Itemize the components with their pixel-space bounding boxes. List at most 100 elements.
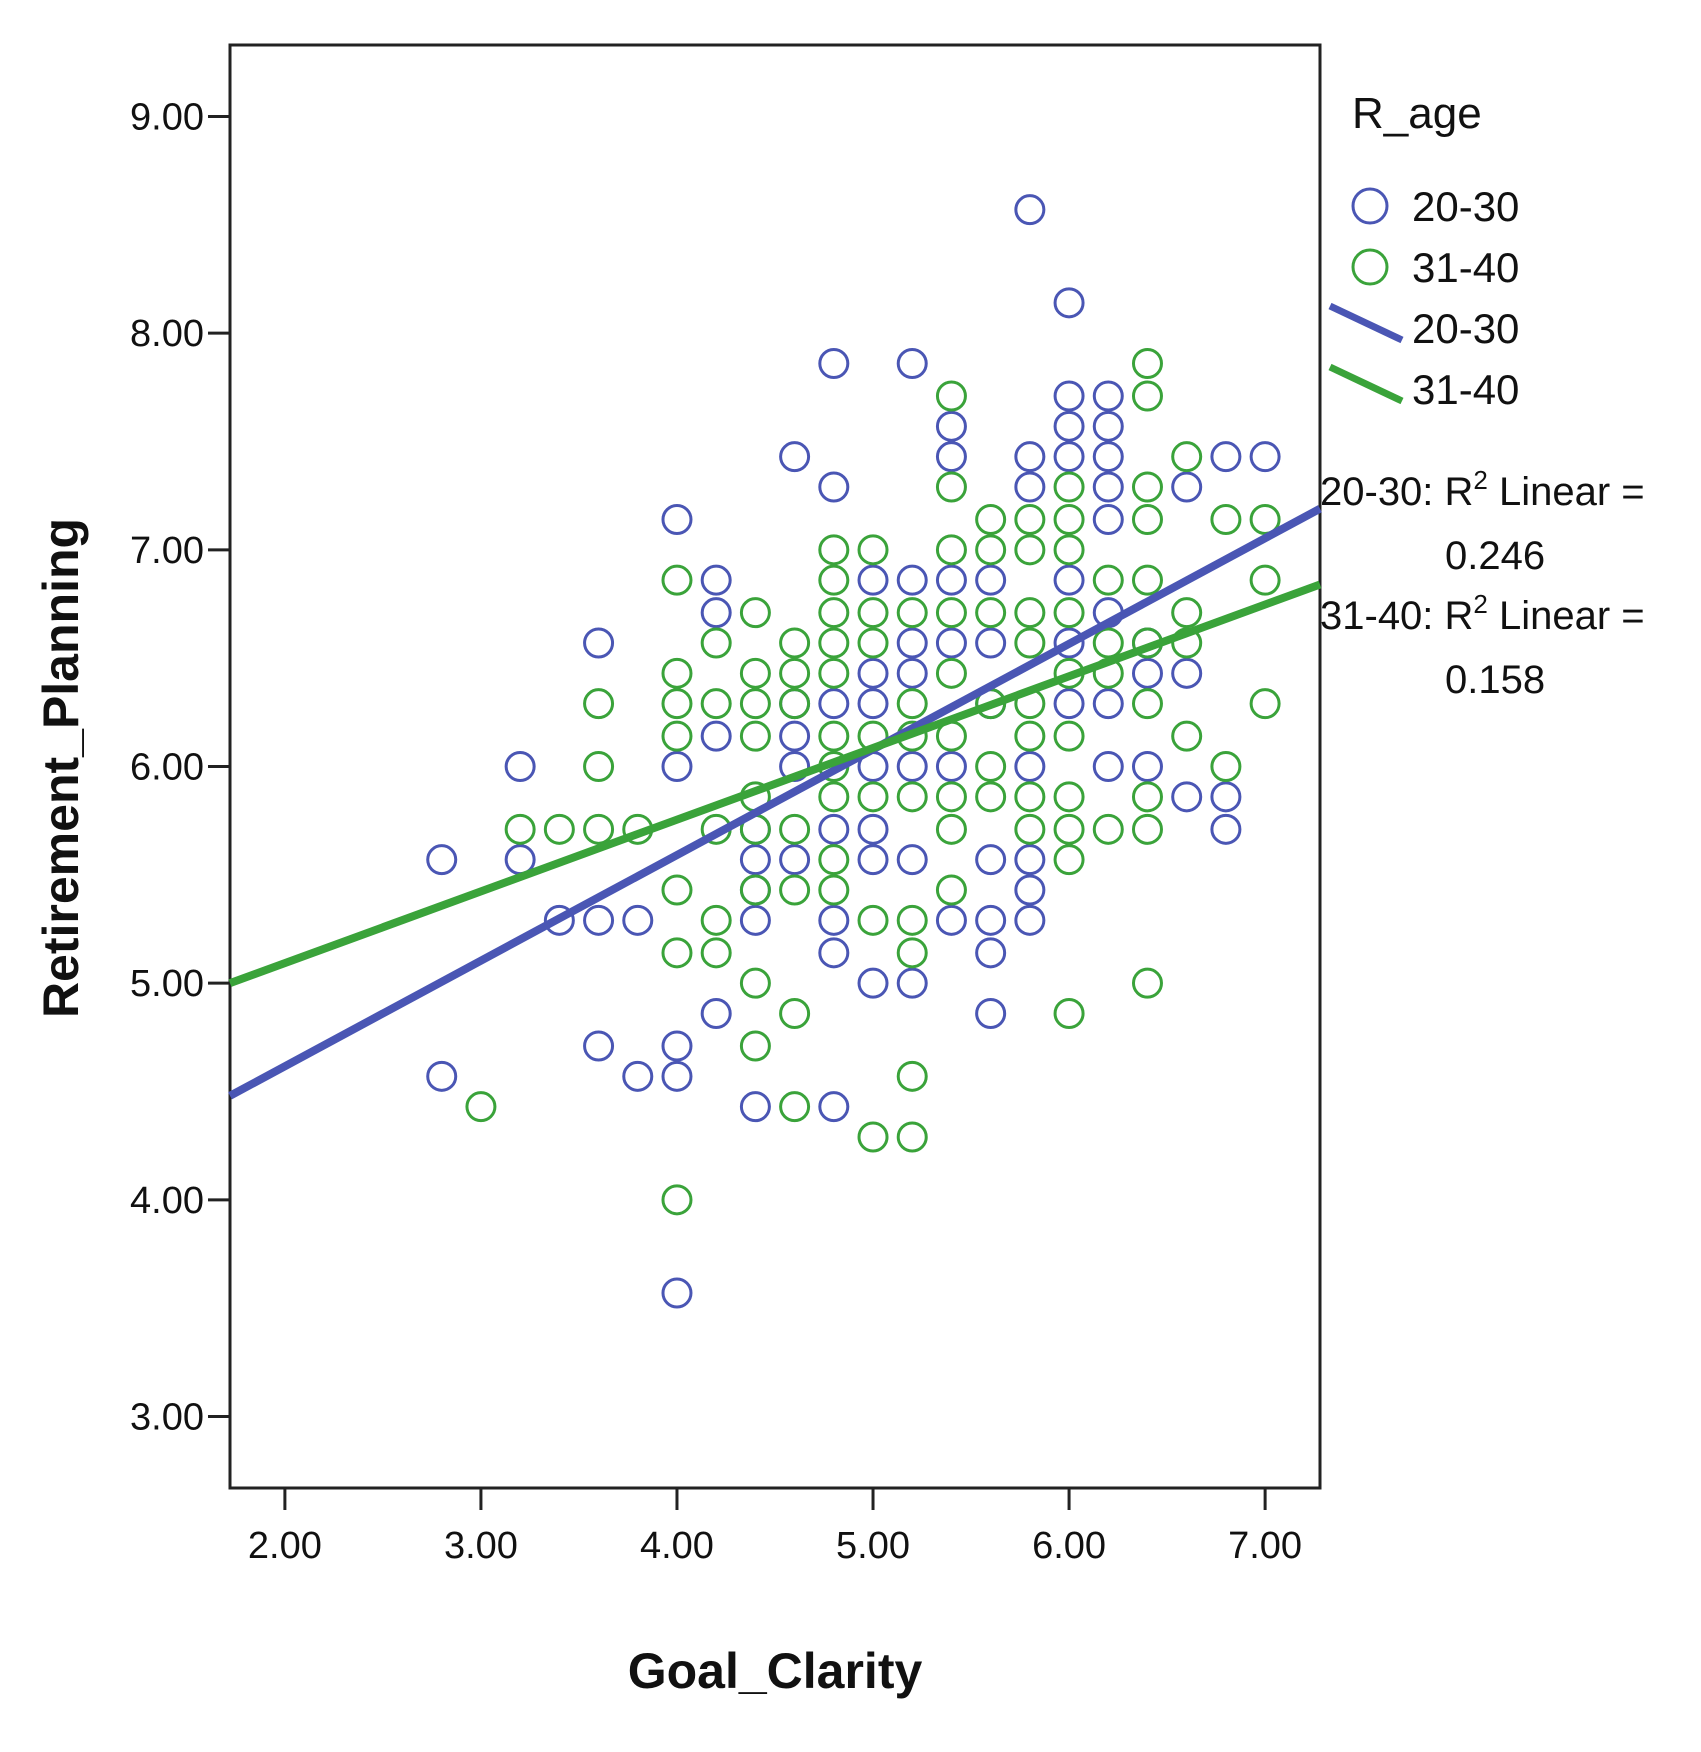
data-point	[857, 564, 889, 596]
data-point	[1014, 781, 1046, 813]
data-point	[896, 967, 928, 999]
data-point	[426, 1060, 458, 1092]
data-point	[739, 720, 771, 752]
data-point	[1210, 504, 1242, 535]
data-point	[818, 688, 850, 720]
data-point	[1210, 751, 1242, 782]
data-point	[583, 688, 615, 720]
data-point	[543, 813, 575, 845]
x-tick-label: 3.00	[444, 1525, 518, 1567]
data-point	[779, 1091, 811, 1123]
data-point	[779, 657, 811, 689]
data-point	[1014, 194, 1046, 226]
data-point	[975, 781, 1007, 813]
r-squared-annotations: 20-30: R2 Linear = 0.246 31-40: R2 Linear …	[1320, 465, 1645, 702]
data-point	[1210, 441, 1242, 473]
data-point	[1053, 564, 1085, 596]
data-point	[583, 1030, 615, 1062]
data-point	[1053, 441, 1085, 473]
data-point	[700, 688, 732, 720]
data-point	[1131, 504, 1163, 535]
data-point	[857, 781, 889, 813]
x-tick-label: 5.00	[836, 1525, 910, 1567]
data-point	[1092, 410, 1124, 442]
legend-label: 20-30	[1412, 305, 1519, 352]
data-point	[818, 471, 850, 503]
data-point	[896, 688, 928, 720]
data-point	[1053, 844, 1085, 876]
data-point	[1092, 627, 1124, 659]
y-tick-label: 4.00	[130, 1180, 204, 1222]
y-tick-label: 9.00	[130, 97, 204, 139]
data-point	[1053, 720, 1085, 752]
data-point	[661, 1030, 693, 1062]
data-point	[896, 781, 928, 813]
data-point	[739, 657, 771, 689]
data-point	[1053, 998, 1085, 1029]
data-point	[857, 1121, 889, 1153]
data-point	[739, 1091, 771, 1123]
data-point	[935, 874, 967, 906]
data-point	[1014, 597, 1046, 629]
data-point	[700, 720, 732, 752]
data-point	[661, 751, 693, 782]
data-point	[1171, 657, 1203, 689]
data-point	[661, 657, 693, 689]
data-point	[1171, 781, 1203, 813]
data-point	[739, 874, 771, 906]
data-point	[700, 998, 732, 1029]
data-point	[818, 904, 850, 936]
data-point	[975, 597, 1007, 629]
x-axis-title: Goal_Clarity	[628, 1643, 923, 1699]
data-point	[1053, 597, 1085, 629]
data-point	[661, 688, 693, 720]
data-point	[1053, 627, 1085, 659]
data-point	[1131, 781, 1163, 813]
data-point	[1171, 720, 1203, 752]
data-point	[1092, 564, 1124, 596]
data-point	[622, 1060, 654, 1092]
data-point	[739, 967, 771, 999]
data-point	[583, 627, 615, 659]
data-point	[896, 348, 928, 379]
x-axis: 2.00 3.00 4.00 5.00 6.00 7.00	[248, 1488, 1302, 1567]
data-point	[426, 844, 458, 876]
data-point	[857, 844, 889, 876]
data-point	[818, 597, 850, 629]
data-point	[1131, 688, 1163, 720]
data-point	[935, 534, 967, 566]
data-point	[1053, 781, 1085, 813]
data-point	[1053, 410, 1085, 442]
r-squared-value: 0.158	[1445, 658, 1545, 702]
data-point	[700, 904, 732, 936]
data-points	[426, 194, 1281, 1309]
r-squared-label: 20-30: R2 Linear =	[1320, 465, 1645, 514]
data-point	[1131, 348, 1163, 379]
data-point	[935, 441, 967, 473]
data-point	[779, 998, 811, 1029]
data-point	[975, 904, 1007, 936]
y-tick-label: 3.00	[130, 1397, 204, 1439]
data-point	[896, 627, 928, 659]
data-point	[779, 813, 811, 845]
data-point	[857, 904, 889, 936]
data-point	[779, 688, 811, 720]
data-point	[1131, 967, 1163, 999]
data-point	[1131, 657, 1163, 689]
data-point	[1014, 813, 1046, 845]
data-point	[896, 1060, 928, 1092]
data-point	[1092, 688, 1124, 720]
data-point	[1053, 471, 1085, 503]
data-point	[896, 564, 928, 596]
data-point	[1249, 564, 1281, 596]
data-point	[975, 504, 1007, 535]
data-point	[661, 1060, 693, 1092]
data-point	[857, 597, 889, 629]
data-point	[1092, 813, 1124, 845]
data-point	[896, 937, 928, 969]
data-point	[583, 751, 615, 782]
data-point	[818, 1091, 850, 1123]
data-point	[1014, 844, 1046, 876]
y-axis: 3.00 4.00 5.00 6.00 7.00 8.00 9.00	[130, 97, 230, 1439]
data-point	[661, 720, 693, 752]
